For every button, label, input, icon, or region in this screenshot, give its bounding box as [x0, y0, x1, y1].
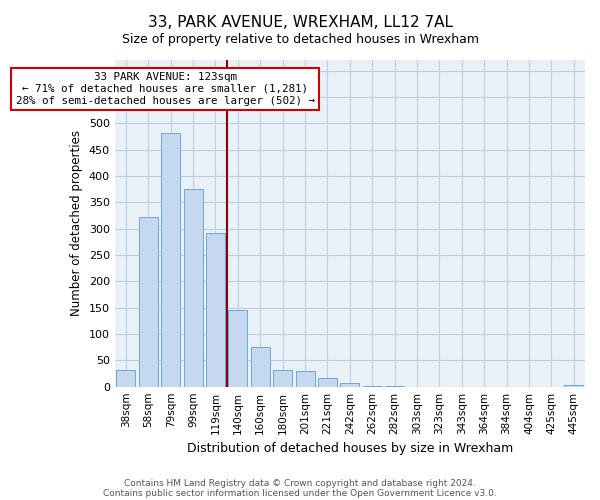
Bar: [340, 383, 359, 386]
Bar: [296, 371, 314, 386]
Bar: [206, 234, 225, 386]
Bar: [184, 189, 203, 386]
Text: Size of property relative to detached houses in Wrexham: Size of property relative to detached ho…: [121, 32, 479, 46]
Text: Contains public sector information licensed under the Open Government Licence v3: Contains public sector information licen…: [103, 488, 497, 498]
Text: 33, PARK AVENUE, WREXHAM, LL12 7AL: 33, PARK AVENUE, WREXHAM, LL12 7AL: [148, 15, 452, 30]
Bar: [273, 370, 292, 386]
Bar: [161, 132, 180, 386]
Bar: [139, 217, 158, 386]
Bar: [251, 347, 270, 387]
Bar: [229, 310, 247, 386]
Bar: [318, 378, 337, 386]
Bar: [564, 385, 583, 386]
Text: 33 PARK AVENUE: 123sqm
← 71% of detached houses are smaller (1,281)
28% of semi-: 33 PARK AVENUE: 123sqm ← 71% of detached…: [16, 72, 314, 106]
Text: Contains HM Land Registry data © Crown copyright and database right 2024.: Contains HM Land Registry data © Crown c…: [124, 478, 476, 488]
Y-axis label: Number of detached properties: Number of detached properties: [70, 130, 83, 316]
Bar: [116, 370, 136, 386]
X-axis label: Distribution of detached houses by size in Wrexham: Distribution of detached houses by size …: [187, 442, 513, 455]
